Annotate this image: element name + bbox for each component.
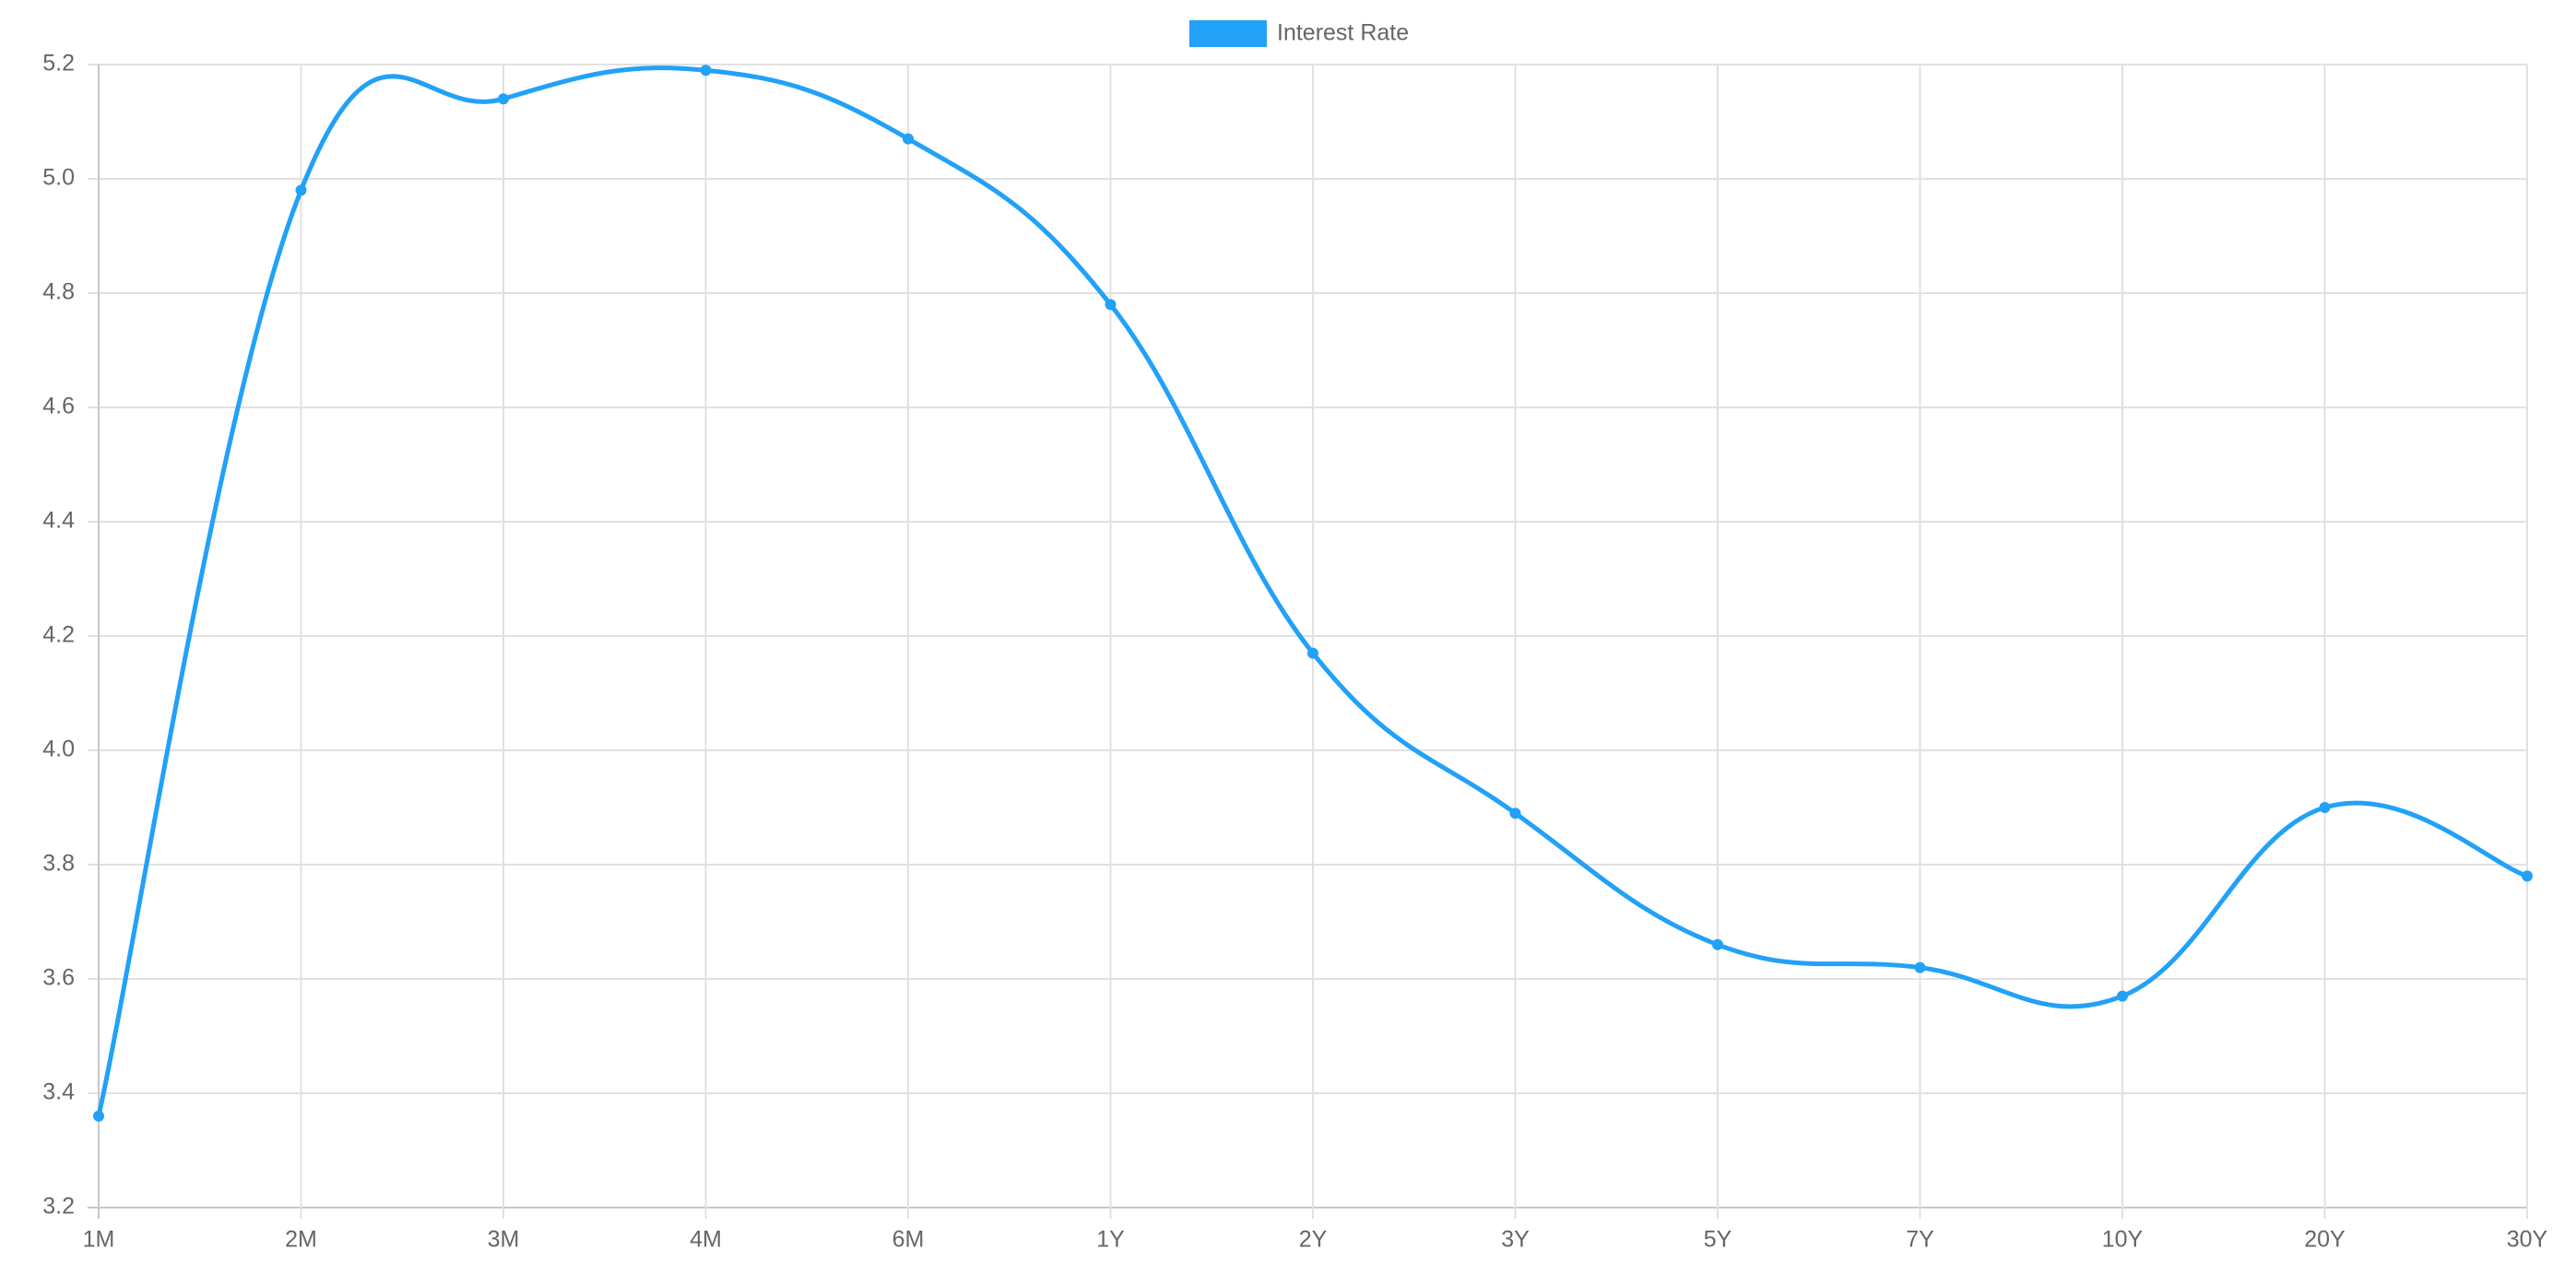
x-tick-label: 3Y [1501, 1227, 1530, 1253]
y-tick-label: 4.8 [42, 279, 75, 305]
x-tick-label: 2Y [1299, 1227, 1328, 1253]
y-tick-label: 4.6 [42, 394, 75, 419]
x-tick-label: 4M [690, 1227, 722, 1253]
x-tick-label: 6M [892, 1227, 925, 1253]
data-point [700, 65, 712, 77]
legend-swatch[interactable] [1189, 20, 1267, 47]
y-tick-label: 4.0 [42, 737, 75, 762]
x-tick-label: 30Y [2507, 1227, 2548, 1253]
x-tick-label: 20Y [2304, 1227, 2346, 1253]
x-tick-label: 7Y [1906, 1227, 1934, 1253]
data-point [1509, 808, 1521, 819]
data-point [2319, 802, 2331, 813]
x-tick-label: 10Y [2102, 1227, 2144, 1253]
y-tick-label: 5.0 [42, 165, 75, 191]
y-tick-label: 3.6 [42, 965, 75, 991]
data-point [295, 184, 307, 196]
y-tick-label: 3.4 [42, 1079, 75, 1105]
series-line [96, 65, 2528, 1117]
y-tick-label: 5.2 [42, 51, 75, 77]
y-tick-label: 4.2 [42, 622, 75, 648]
x-tick-label: 1Y [1096, 1227, 1125, 1253]
data-point [903, 133, 914, 145]
legend-label[interactable]: Interest Rate [1277, 20, 1409, 46]
data-point [1105, 299, 1117, 311]
y-tick-label: 3.2 [42, 1194, 75, 1220]
data-point [2117, 990, 2128, 1002]
data-point [2522, 870, 2533, 882]
x-tick-label: 1M [83, 1227, 115, 1253]
y-tick-label: 4.4 [42, 508, 75, 534]
data-point [93, 1110, 104, 1122]
data-point [1712, 938, 1723, 950]
data-point [1914, 961, 1926, 973]
x-tick-label: 3M [488, 1227, 520, 1253]
x-tick-label: 2M [285, 1227, 317, 1253]
x-tick-label: 5Y [1704, 1227, 1732, 1253]
data-point [1307, 647, 1318, 659]
y-tick-label: 3.8 [42, 851, 75, 877]
data-point [498, 93, 509, 105]
